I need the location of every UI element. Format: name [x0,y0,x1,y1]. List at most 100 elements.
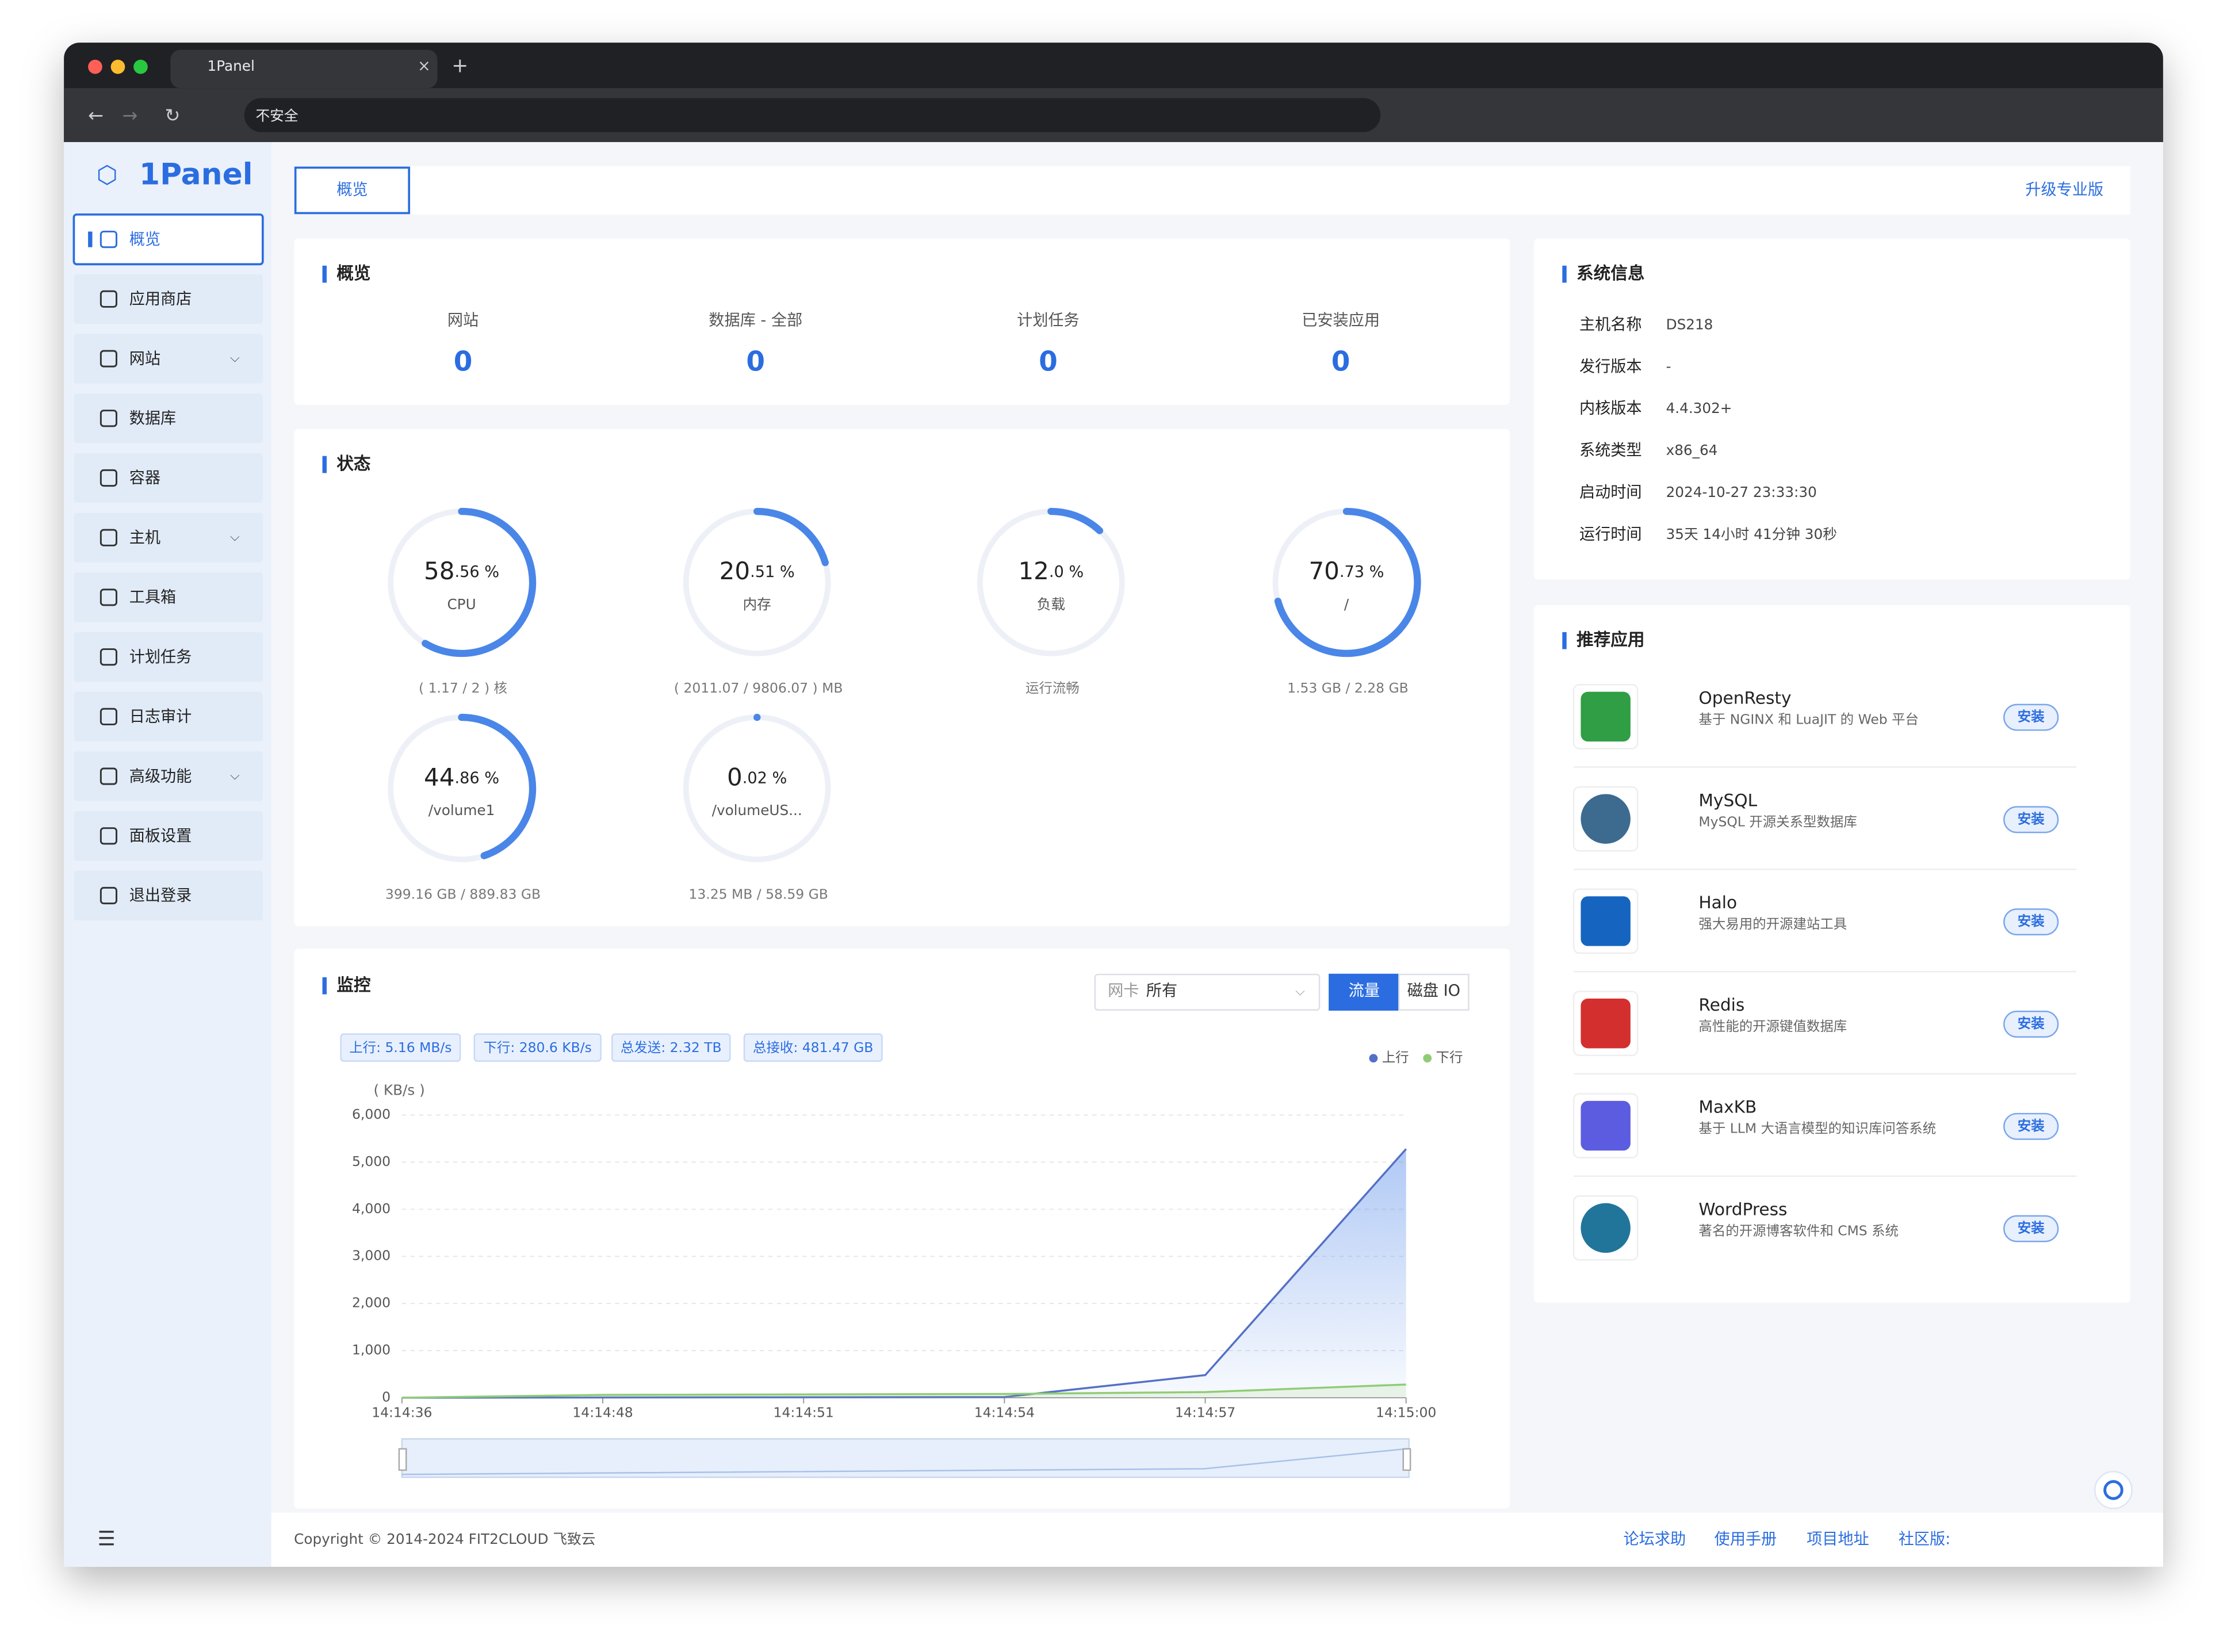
sidebar-bottom [64,1510,271,1567]
install-label: 安装 [2018,709,2045,725]
menu-icon [100,469,117,487]
app-icon [1581,1203,1631,1253]
monitor-button-label: 流量 [1349,982,1380,1000]
install-button[interactable] [2003,1112,2059,1140]
monitor-button[interactable] [1398,973,1470,1011]
apps-card [1533,605,2131,1303]
sysinfo-title: 系统信息 [1576,263,1644,283]
menu-item[interactable] [74,393,263,443]
app-name[interactable]: MySQL [1698,790,1757,810]
y-tick-label: 0 [382,1389,391,1405]
menu-item[interactable] [74,572,263,622]
nic-select[interactable] [1094,973,1321,1011]
menu-item[interactable] [74,751,263,801]
monitor-title: 监控 [336,974,371,995]
min-dot[interactable] [110,59,125,74]
overview-label: 数据库 - 全部 [709,312,802,330]
gauge-value-main: 20 [720,557,750,585]
sysinfo-key: 内核版本 [1579,400,1642,418]
overview-value[interactable]: 0 [1331,346,1350,378]
menu-arrow: ⌵ [230,768,240,783]
footer-link[interactable]: 项目地址 [1807,1530,1869,1548]
app-name[interactable]: Halo [1698,892,1737,912]
gauge-value: 20.51 % [720,557,795,585]
install-button[interactable] [2003,908,2059,936]
new-tab[interactable]: + [451,55,468,78]
zoom-handle[interactable] [398,1448,407,1471]
gauge-value-rest: .02 % [743,769,787,787]
topbar [294,166,2131,215]
stat-tag [611,1033,731,1062]
gauge-arc [1274,507,1421,657]
legend-label[interactable]: 上行 [1382,1049,1409,1065]
menu-label: 退出登录 [129,887,192,905]
gauge-label: /volumeUS... [712,802,802,819]
forward[interactable]: → [122,105,137,127]
address-bar[interactable] [244,98,1381,132]
y-tick-label: 3,000 [352,1248,391,1264]
app-name[interactable]: OpenResty [1698,687,1791,708]
menu-item[interactable] [74,513,263,563]
overview-value[interactable]: 0 [454,346,473,378]
x-tick-label: 14:14:48 [572,1405,633,1421]
max-dot[interactable] [133,59,148,74]
tab-close[interactable]: × [418,58,431,75]
app-desc: 基于 LLM 大语言模型的知识库问答系统 [1698,1121,1936,1137]
logo-mark: ⬡ [97,160,118,189]
menu-item[interactable] [74,334,263,384]
menu-icon [100,767,117,785]
install-button[interactable] [2003,1011,2059,1038]
app-desc: 著名的开源博客软件和 CMS 系统 [1698,1223,1899,1239]
app-desc: 基于 NGINX 和 LuaJIT 的 Web 平台 [1698,712,1919,728]
monitor-title-bar [322,977,327,995]
app-name[interactable]: WordPress [1698,1199,1787,1219]
menu-item[interactable] [74,632,263,682]
app-icon [1581,999,1631,1049]
overview-title: 概览 [336,263,370,283]
menu-icon [100,886,117,905]
tab[interactable] [170,49,438,89]
menu-item[interactable] [74,870,263,921]
app-name[interactable]: Redis [1698,995,1744,1015]
install-button[interactable] [2003,1215,2059,1242]
gauge-label: 负载 [1037,596,1065,613]
gauge-detail: ( 2011.07 / 9806.07 ) MB [674,680,843,696]
install-label: 安装 [2018,1015,2045,1031]
install-button[interactable] [2003,703,2059,731]
overview-value[interactable]: 0 [1039,346,1058,378]
menu-item[interactable] [74,274,263,324]
upgrade[interactable]: 升级专业版 [2025,181,2103,198]
footer-link[interactable]: 论坛求助 [1624,1530,1686,1548]
menu-item[interactable] [74,811,263,861]
install-button[interactable] [2003,806,2059,833]
legend-label[interactable]: 下行 [1436,1049,1463,1065]
collapse[interactable]: ☰ [98,1527,116,1550]
menu-label: 面板设置 [129,827,192,845]
legend-dot [1423,1054,1432,1063]
reload[interactable]: ↻ [164,105,180,127]
back[interactable]: ← [88,105,104,127]
monitor-button-label: 磁盘 IO [1407,982,1460,1000]
menu-item[interactable] [74,453,263,503]
menu-icon [100,231,117,248]
help-button[interactable] [2094,1471,2133,1509]
footer-link[interactable]: 社区版: [1899,1530,1951,1548]
menu-item[interactable] [74,691,263,742]
stat-tag-label: 下行: 280.6 KB/s [483,1039,591,1056]
overview-value[interactable]: 0 [746,346,765,378]
monitor-button[interactable] [1329,973,1400,1011]
overview-title-bar [322,265,327,283]
footer-link[interactable]: 使用手册 [1715,1530,1777,1548]
menu-item[interactable] [72,213,264,266]
close-dot[interactable] [88,59,102,74]
series-line [401,1383,1406,1399]
app-name[interactable]: MaxKB [1698,1097,1757,1117]
gauge-value-main: 0 [727,763,743,791]
y-tick-label: 2,000 [352,1295,391,1311]
y-tick-label: 5,000 [352,1153,391,1169]
menu-icon [100,827,117,845]
menu-arrow: ⌵ [230,350,240,365]
zoom-handle[interactable] [1402,1448,1411,1471]
top-tab[interactable] [294,166,411,215]
menu-label: 工具箱 [129,588,176,606]
